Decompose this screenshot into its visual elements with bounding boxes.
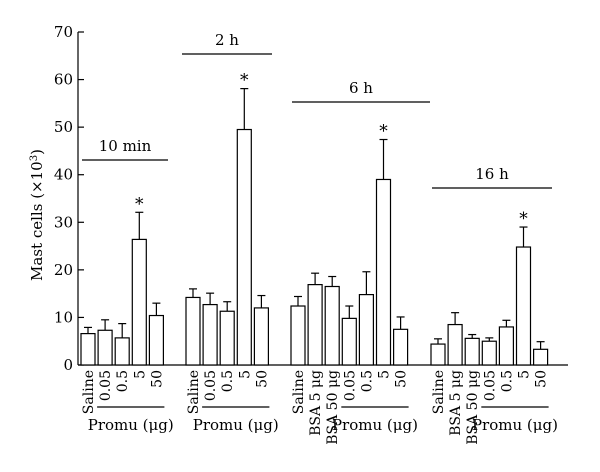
promu-label: Promu (μg) (88, 416, 174, 434)
bar (481, 340, 497, 366)
category-label: 5 (377, 370, 393, 379)
bar (498, 326, 514, 366)
category-label: 50 (534, 370, 550, 388)
promu-label: Promu (μg) (332, 416, 418, 434)
category-label: BSA 50 μg (465, 370, 481, 445)
bar (219, 310, 235, 366)
bar (358, 293, 374, 366)
category-label: 0.5 (359, 370, 375, 392)
y-tick-label: 10 (54, 308, 73, 326)
significance-marker: * (519, 209, 528, 229)
category-label: Saline (186, 370, 202, 414)
y-tick-label: 20 (54, 261, 73, 279)
y-axis-label: Mast cells (×103) (28, 149, 46, 281)
category-label: BSA 5 μg (308, 370, 324, 436)
bar (447, 323, 463, 366)
group-label: 16 h (475, 165, 509, 183)
promu-label: Promu (μg) (472, 416, 558, 434)
category-label: 0.5 (220, 370, 236, 392)
bar (202, 303, 218, 366)
significance-marker: * (379, 122, 388, 142)
category-label: Saline (431, 370, 447, 414)
bar (375, 178, 392, 366)
category-label: 5 (132, 370, 148, 379)
group-label: 2 h (215, 31, 239, 49)
y-axis-label-close: ) (28, 149, 46, 155)
category-label: 0.5 (115, 370, 131, 392)
category-label: 0.05 (98, 370, 114, 401)
bar (185, 296, 201, 366)
bar (114, 337, 130, 366)
group-label: 6 h (349, 79, 373, 97)
category-label: 50 (254, 370, 270, 388)
group-label: 10 min (99, 137, 152, 155)
category-label: 0.5 (499, 370, 515, 392)
category-label: 5 (517, 370, 533, 379)
bar (236, 128, 252, 366)
category-label: 50 (149, 370, 165, 388)
bar (148, 314, 164, 366)
category-label: 0.05 (342, 370, 358, 401)
y-axis-label-text: Mast cells (×10 (28, 161, 46, 281)
bar (253, 307, 269, 366)
bar (464, 337, 480, 366)
category-label: Saline (81, 370, 97, 414)
bar (430, 343, 446, 366)
category-label: 5 (237, 370, 253, 379)
promu-label: Promu (μg) (193, 416, 279, 434)
y-tick-label: 40 (54, 166, 73, 184)
bar (80, 333, 96, 366)
bar (97, 329, 113, 366)
bars: * * * * (80, 71, 549, 366)
bar (393, 328, 409, 366)
category-label: Saline (291, 370, 307, 414)
y-tick-label: 30 (54, 213, 73, 231)
y-tick-label: 50 (54, 118, 73, 136)
bar (515, 246, 532, 366)
category-label: 0.05 (482, 370, 498, 401)
y-axis-label-sup: 3 (29, 155, 40, 161)
significance-marker: * (135, 194, 144, 214)
bar (341, 317, 357, 366)
bar (324, 285, 340, 366)
bar (290, 305, 306, 366)
y-tick-label: 70 (54, 23, 73, 41)
category-label: 0.05 (203, 370, 219, 401)
y-tick-label: 60 (54, 71, 73, 89)
y-tick-label: 0 (63, 356, 73, 374)
bar (532, 348, 549, 366)
category-label: BSA 50 μg (325, 370, 341, 445)
significance-marker: * (240, 71, 249, 91)
bar (131, 238, 147, 366)
category-label: 50 (394, 370, 410, 388)
bar (307, 284, 323, 366)
category-label: BSA 5 μg (448, 370, 464, 436)
